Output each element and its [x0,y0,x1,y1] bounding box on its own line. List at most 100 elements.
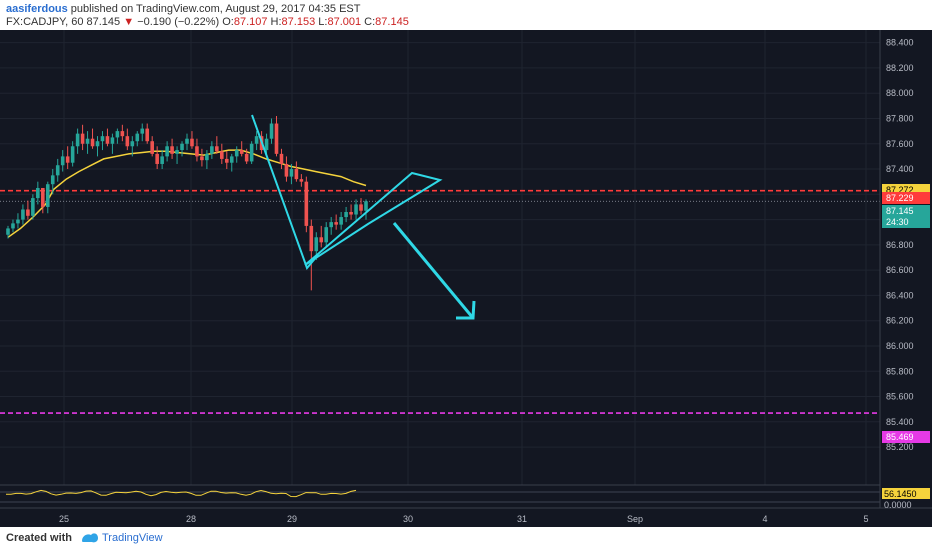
rising-wedge-channel [304,171,443,266]
candle-body [234,150,239,157]
candle-body [95,141,100,147]
low-label: L: [318,16,328,28]
candle-body [26,209,30,216]
tradingview-link[interactable]: TradingView [102,532,163,544]
price-tag [882,216,930,228]
candle-body [80,133,85,144]
x-tick-label: 29 [287,514,297,524]
candle-body [120,131,125,137]
candle-body [175,150,179,154]
candle-body [319,237,324,243]
ma-line [7,149,367,238]
candle-body [329,222,333,228]
osc-zero-text: 0.0000 [884,500,912,510]
footer: Created with TradingView [0,527,932,550]
moving-average [7,149,367,238]
projection-arrow-head [456,300,476,320]
x-tick-label: 28 [186,514,196,524]
tradingview-logo-icon[interactable] [80,530,100,546]
y-tick-label: 88.200 [886,63,914,73]
candle-body [294,169,299,180]
y-tick-label: 88.400 [886,38,914,48]
candle-body [334,222,338,225]
low-value: 87.001 [327,16,362,28]
y-tick-label: 85.600 [886,392,914,402]
candle-body [60,156,65,166]
candle-body [16,219,20,224]
projection-arrow-line [392,222,475,319]
candle-body [220,151,224,159]
candlesticks [6,115,368,291]
oscillator-labels: 56.1450 0.0000 [882,488,930,510]
price-tag [882,431,930,443]
candle-body [200,156,204,161]
candle-body [145,128,150,142]
y-tick-label: 87.600 [886,139,914,149]
candle-body [150,141,154,154]
candle-body [269,123,274,139]
candle-body [224,158,229,163]
osc-line [5,489,357,498]
candle-body [210,146,214,154]
candle-body [324,227,329,243]
candle-body [75,133,80,147]
candle-body [244,153,249,162]
candle-body [125,136,130,147]
symbol-label[interactable]: FX:CADJPY, 60 [6,16,84,28]
candle-body [195,146,199,157]
price-change: −0.190 (−0.22%) [137,16,220,28]
close-label: C: [364,16,376,28]
last-price: 87.145 [86,16,121,28]
open-value: 87.107 [233,16,268,28]
candle-body [354,204,358,215]
candle-body [110,137,115,144]
y-tick-label: 85.800 [886,366,914,376]
candle-body [299,179,304,182]
candle-body [254,136,259,144]
candle-body [105,136,110,144]
candle-body [279,153,284,164]
candle-body [349,212,353,215]
y-tick-label: 86.200 [886,316,914,326]
candle-body [160,156,164,164]
candle-body [65,156,70,163]
x-axis[interactable]: 25 28 29 30 31 Sep 4 5 [59,514,869,524]
open-label: O: [222,16,234,28]
y-tick-label: 86.800 [886,240,914,250]
symbol-ohlc-line: FX:CADJPY, 60 87.145 ▼ −0.190 (−0.22%) O… [6,16,409,28]
author-link[interactable]: aasiferdous [6,3,68,15]
candle-body [135,133,140,142]
price-chart[interactable]: 88.400 88.200 88.000 87.800 87.600 87.400 87.2… [0,30,932,527]
candle-body [180,143,184,151]
y-tick-label: 88.000 [886,88,914,98]
candle-body [55,165,60,176]
candle-body [90,138,95,147]
close-value: 87.145 [375,16,409,28]
publish-line: aasiferdous published on TradingView.com… [6,3,360,15]
candle-body [115,131,120,138]
candle-body [170,146,174,154]
candle-body [215,146,219,152]
high-value: 87.153 [281,16,316,28]
candle-body [314,237,319,252]
grid [0,30,880,508]
candle-body [85,138,90,144]
candle-body [205,153,209,161]
candle-body [264,138,269,151]
x-tick-label: 30 [403,514,413,524]
price-tag-text: 24:30 [886,217,909,227]
candle-body [229,156,234,163]
candle-body [31,198,35,216]
publish-info: published on TradingView.com, August 29,… [67,3,361,15]
x-tick-label: 31 [517,514,527,524]
price-tag [882,205,930,217]
candle-body [249,143,254,162]
y-tick-label: 87.800 [886,113,914,123]
chart-header: aasiferdous published on TradingView.com… [0,0,932,30]
price-tag-text: 87.229 [886,193,914,203]
y-tick-label: 87.400 [886,164,914,174]
candle-body [364,201,368,211]
price-tag-text: 85.469 [886,432,914,442]
candle-body [70,146,75,163]
